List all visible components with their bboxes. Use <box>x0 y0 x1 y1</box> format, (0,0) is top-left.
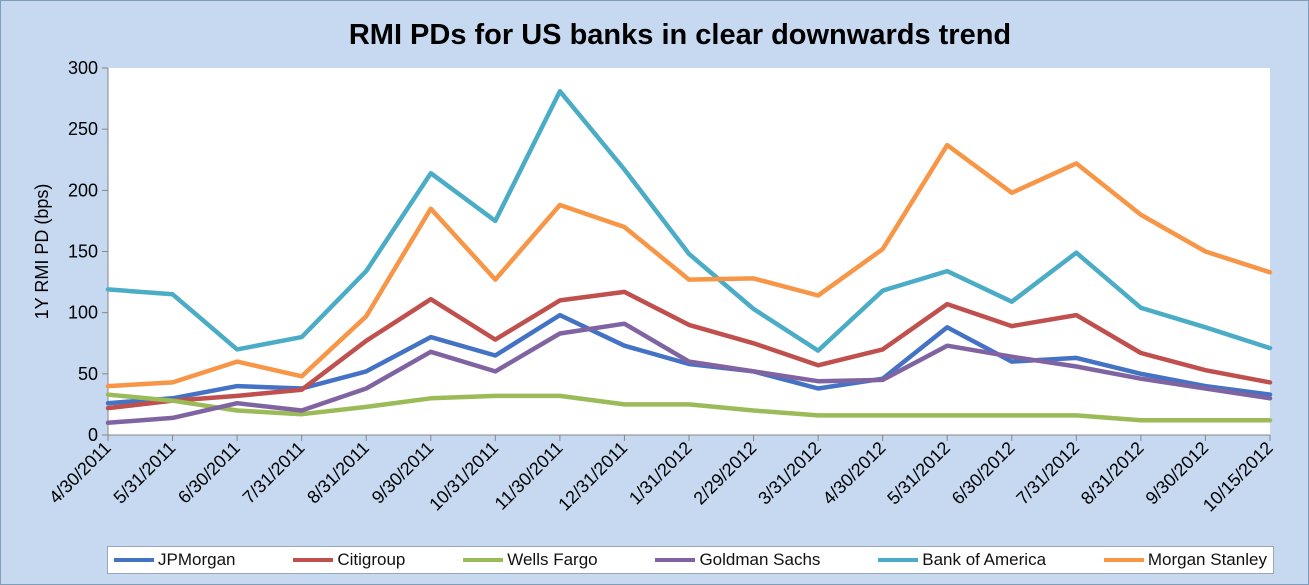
legend-label: Morgan Stanley <box>1148 550 1267 570</box>
y-tick-label: 50 <box>78 364 98 384</box>
x-tick-label: 4/30/2012 <box>819 438 890 509</box>
x-tick-label: 7/31/2011 <box>239 438 309 508</box>
legend-swatch <box>878 558 918 562</box>
x-tick-label: 6/30/2012 <box>948 438 1019 509</box>
legend-swatch <box>655 558 695 562</box>
x-tick-label: 4/30/2011 <box>45 438 115 508</box>
legend-swatch <box>463 558 503 562</box>
y-tick-label: 100 <box>68 303 98 323</box>
y-axis-label: 1Y RMI PD (bps) <box>32 184 52 320</box>
legend-swatch <box>293 558 333 562</box>
legend-item: Morgan Stanley <box>1104 550 1267 570</box>
y-tick-label: 300 <box>68 58 98 78</box>
x-tick-label: 10/15/2012 <box>1199 438 1277 516</box>
legend-item: Bank of America <box>878 550 1046 570</box>
legend-item: Wells Fargo <box>463 550 597 570</box>
x-tick-label: 6/30/2011 <box>174 438 244 508</box>
legend-item: JPMorgan <box>114 550 235 570</box>
legend: JPMorgan Citigroup Wells Fargo Goldman Sach… <box>107 546 1274 574</box>
x-tick-label: 9/30/2011 <box>368 438 438 508</box>
x-tick-label: 2/29/2012 <box>690 438 761 509</box>
legend-swatch <box>114 558 154 562</box>
legend-item: Goldman Sachs <box>655 550 820 570</box>
legend-swatch <box>1104 558 1144 562</box>
x-tick-label: 8/31/2011 <box>303 438 373 508</box>
y-tick-label: 250 <box>68 119 98 139</box>
x-tick-label: 3/31/2012 <box>754 438 825 509</box>
legend-label: Goldman Sachs <box>699 550 820 570</box>
legend-label: JPMorgan <box>158 550 235 570</box>
x-tick-label: 10/31/2011 <box>425 438 502 515</box>
chart-title: RMI PDs for US banks in clear downwards … <box>349 19 1011 51</box>
legend-label: Bank of America <box>922 550 1046 570</box>
x-tick-label: 5/31/2011 <box>110 438 180 508</box>
legend-label: Wells Fargo <box>507 550 597 570</box>
legend-item: Citigroup <box>293 550 405 570</box>
x-tick-label: 8/31/2012 <box>1077 438 1148 509</box>
x-tick-label: 5/31/2012 <box>883 438 954 509</box>
legend-label: Citigroup <box>337 550 405 570</box>
y-tick-label: 200 <box>68 180 98 200</box>
y-tick-label: 150 <box>68 242 98 262</box>
x-tick-label: 12/31/2011 <box>554 438 631 515</box>
x-tick-label: 1/31/2012 <box>625 438 696 509</box>
x-tick-label: 7/31/2012 <box>1012 438 1083 509</box>
